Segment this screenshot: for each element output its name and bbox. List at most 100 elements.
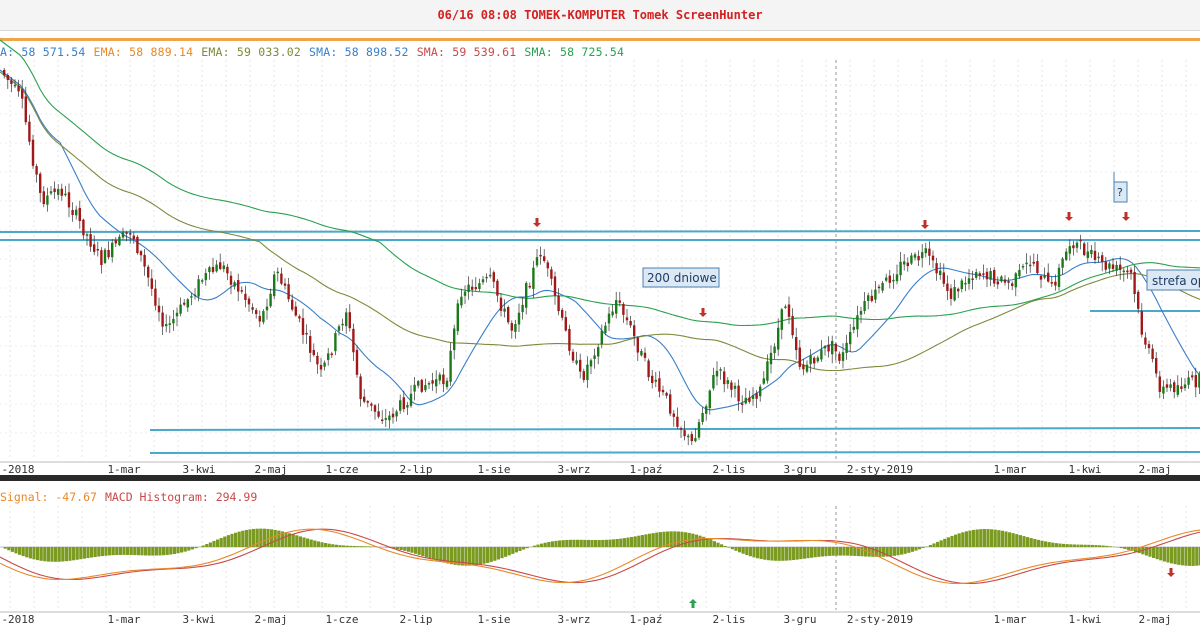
candle-body (643, 352, 647, 358)
candle-body (229, 275, 233, 285)
histogram-bar (658, 532, 662, 547)
histogram-bar (360, 546, 364, 547)
candlesticks (3, 67, 1200, 446)
histogram-bar (752, 547, 756, 558)
candle-body (741, 403, 744, 405)
histogram-bar (630, 536, 634, 547)
histogram-bar (741, 547, 745, 554)
arrow-down-icon (1065, 212, 1073, 221)
histogram-bar (910, 547, 914, 552)
candle-body (471, 286, 474, 290)
histogram-bar (568, 539, 572, 547)
candle-body (697, 422, 701, 438)
candle-body (413, 384, 416, 392)
histogram-bar (748, 547, 752, 557)
question-label: ? (1117, 186, 1123, 199)
candle-body (1137, 291, 1140, 309)
histogram-bar (774, 547, 778, 561)
candle-body (42, 191, 45, 205)
candle-body (399, 400, 402, 411)
candle-body (287, 284, 290, 300)
candle-body (975, 272, 978, 278)
candle-body (928, 248, 931, 256)
candle-body (942, 272, 945, 284)
candle-body (31, 139, 35, 166)
histogram-bar (795, 547, 799, 560)
candle-body (381, 419, 384, 422)
histogram-bar (792, 547, 796, 561)
histogram-bar (162, 547, 166, 556)
candle-body (1018, 269, 1021, 277)
histogram-bar (1101, 545, 1105, 547)
candle-body (1126, 270, 1129, 273)
candle-body (190, 296, 193, 298)
histogram-bar (334, 544, 338, 547)
candle-body (546, 262, 549, 269)
histogram-bar (759, 547, 763, 560)
histogram-bar (1000, 530, 1004, 547)
candle-body (301, 318, 305, 335)
histogram-bar (201, 545, 205, 547)
candle-body (802, 364, 805, 370)
histogram-bar (964, 531, 968, 547)
candle-body (355, 349, 359, 375)
histogram-bar (10, 547, 14, 552)
candle-body (1054, 281, 1057, 286)
histogram-bar (439, 547, 443, 562)
histogram-bar (1036, 539, 1040, 547)
candle-body (823, 346, 827, 349)
histogram-bar (424, 547, 428, 558)
histogram-bar (255, 528, 259, 547)
candle-body (831, 340, 834, 355)
candle-body (352, 328, 355, 353)
candle-body (388, 415, 391, 421)
candle-body (611, 311, 614, 316)
candle-body (622, 303, 625, 315)
candle-body (283, 283, 287, 286)
histogram-bar (608, 539, 612, 547)
histogram-bar (482, 547, 486, 564)
histogram-bar (712, 541, 716, 547)
candle-body (247, 298, 251, 305)
histogram-bar (349, 545, 353, 547)
histogram-bar (730, 547, 734, 550)
candle-body (1122, 270, 1125, 273)
candle-body (849, 332, 852, 345)
x-tick-label: 3-gru (783, 463, 816, 476)
histogram-bar (248, 529, 252, 547)
candle-body (726, 380, 729, 384)
histogram-bar (1065, 544, 1069, 547)
histogram-bar (486, 547, 490, 563)
arrow-down-icon (921, 220, 929, 229)
candle-body (323, 362, 326, 367)
signal-line (0, 528, 1200, 585)
histogram-bar (536, 544, 540, 547)
candle-body (1111, 264, 1115, 269)
candle-body (618, 300, 621, 303)
candle-body (528, 285, 531, 288)
legend-item-4: SMA: 59 539.61 (416, 45, 517, 59)
candle-body (204, 273, 207, 281)
histogram-bar (590, 539, 594, 547)
histogram-bar (601, 539, 605, 547)
candle-body (1129, 269, 1133, 273)
histogram-bar (828, 547, 832, 556)
candle-body (957, 288, 960, 292)
candle-body (1003, 279, 1007, 283)
candle-body (334, 333, 337, 352)
histogram-bar (1022, 536, 1026, 547)
histogram-bar (838, 547, 842, 556)
candle-body (1025, 262, 1028, 265)
histogram-bar (399, 547, 403, 551)
x-tick-label: 2-sty-2019 (847, 463, 913, 476)
candle-body (280, 273, 283, 284)
candle-body (1097, 256, 1100, 259)
histogram-bar (342, 545, 346, 547)
candle-body (1147, 344, 1151, 349)
candle-body (100, 250, 103, 265)
candle-body (445, 380, 449, 387)
x-tick-label: 2-maj (1138, 463, 1171, 476)
histogram-bar (565, 539, 569, 547)
histogram-bar (25, 547, 29, 558)
candle-body (363, 396, 366, 402)
